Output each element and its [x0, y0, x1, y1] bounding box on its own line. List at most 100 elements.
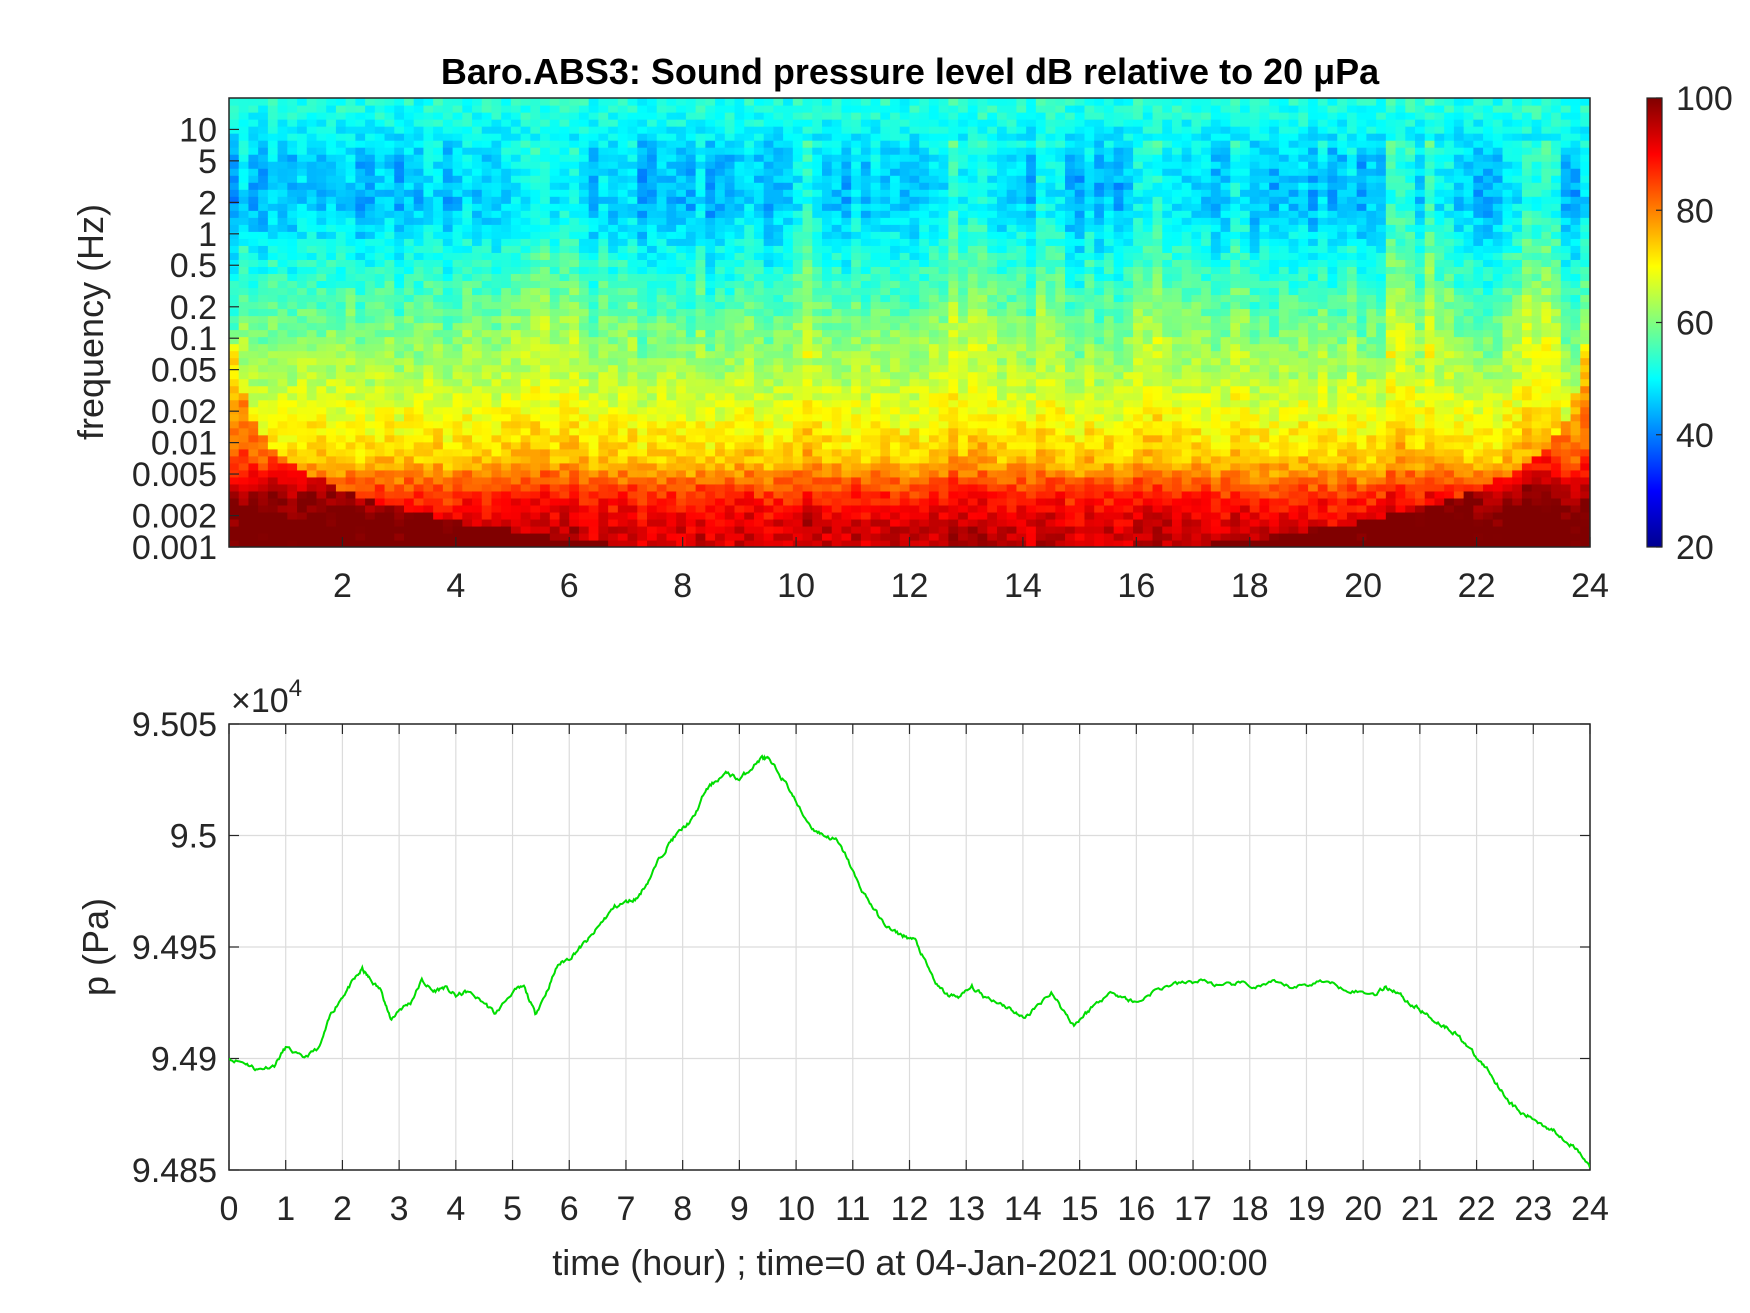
spectrogram-cell: [890, 168, 901, 176]
spectrogram-cell: [753, 532, 765, 541]
spectrogram-cell: [890, 308, 901, 317]
spectrogram-cell: [472, 539, 483, 547]
spectrogram-cell: [442, 434, 454, 443]
spectrogram-cell: [890, 343, 901, 352]
spectrogram-cell: [977, 203, 988, 211]
spectrogram-cell: [540, 532, 551, 541]
spectrogram-cell: [967, 105, 979, 113]
spectrogram-cell: [812, 350, 823, 359]
spectrogram-cell: [355, 336, 366, 345]
spectrogram-cell: [578, 469, 590, 478]
spectrogram-cell: [384, 350, 395, 359]
spectrogram-cell: [938, 154, 949, 162]
spectrogram-cell: [530, 231, 541, 239]
spectrogram-cell: [958, 462, 969, 471]
spectrogram-cell: [676, 504, 687, 513]
spectrogram-cell: [394, 364, 405, 373]
spectrogram-cell: [569, 280, 580, 289]
spectrogram-cell: [598, 322, 609, 331]
spectrogram-cell: [472, 175, 483, 183]
spectrogram-cell: [608, 343, 619, 352]
spectrogram-cell: [831, 448, 843, 457]
spectrogram-cell: [569, 224, 580, 232]
spectrogram-cell: [345, 266, 356, 274]
spectrogram-cell: [938, 336, 949, 345]
spectrogram-cell: [977, 245, 988, 253]
spectrogram-cell: [423, 357, 434, 366]
spectrogram-cell: [831, 196, 843, 204]
spectrogram-cell: [258, 469, 269, 478]
spectrogram-cell: [335, 98, 347, 106]
spectrogram-cell: [277, 413, 288, 422]
spectrogram-cell: [919, 490, 930, 499]
spectrogram-cell: [355, 210, 366, 218]
spectrogram-cell: [238, 224, 250, 232]
spectrogram-cell: [685, 539, 697, 547]
spectrogram-cell: [617, 112, 629, 120]
spectrogram-cell: [890, 469, 901, 478]
spectrogram-cell: [695, 532, 706, 541]
spectrogram-cell: [802, 532, 813, 541]
spectrogram-cell: [491, 112, 502, 120]
spectrogram-cell: [647, 399, 658, 408]
spectrogram-cell: [413, 238, 425, 246]
spectrogram-cell: [705, 238, 716, 246]
spectrogram-cell: [462, 532, 473, 541]
spectrogram-cell: [403, 182, 415, 190]
spectrogram-cell: [685, 273, 697, 282]
spectrogram-cell: [802, 469, 813, 478]
spectrogram-cell: [870, 203, 881, 211]
spectrogram-cell: [345, 385, 356, 394]
spectrogram-cell: [802, 322, 813, 331]
spectrogram-cell: [695, 245, 706, 253]
spectrogram-cell: [442, 462, 454, 471]
spectrogram-cell: [958, 245, 969, 253]
spectrogram-cell: [374, 420, 386, 429]
spectrogram-cell: [899, 182, 911, 190]
spectrogram-cell: [598, 490, 609, 499]
spectrogram-cell: [617, 497, 629, 506]
spectrogram-cell: [890, 189, 901, 197]
spectrogram-cell: [724, 441, 736, 450]
spectrogram-cell: [715, 231, 726, 239]
spectrogram-cell: [637, 427, 648, 436]
spectrogram-cell: [287, 525, 298, 534]
spectrogram-cell: [928, 189, 940, 197]
spectrogram-cell: [588, 336, 600, 345]
spectrogram-cell: [909, 455, 920, 464]
spectrogram-cell: [267, 238, 279, 246]
spectrogram-cell: [627, 364, 638, 373]
spectrogram-cell: [452, 147, 463, 155]
spectrogram-cell: [724, 385, 736, 394]
spectrogram-cell: [647, 434, 658, 443]
spectrogram-cell: [452, 168, 463, 176]
spectrogram-cell: [948, 294, 959, 303]
spectrogram-cell: [977, 420, 988, 429]
spectrogram-cell: [831, 231, 843, 239]
spectrogram-cell: [705, 140, 716, 148]
spectrogram-cell: [919, 210, 930, 218]
spectrogram-cell: [326, 182, 337, 190]
spectrogram-cell: [472, 399, 483, 408]
spectrogram-cell: [413, 441, 425, 450]
spectrogram-cell: [724, 280, 736, 289]
spectrogram-cell: [715, 469, 726, 478]
spectrogram-cell: [598, 462, 609, 471]
spectrogram-cell: [734, 238, 745, 246]
spectrogram-cell: [229, 490, 240, 499]
spectrogram-cell: [462, 231, 473, 239]
spectrogram-cell: [987, 532, 998, 541]
spectrogram-cell: [549, 490, 561, 499]
spectrogram-cell: [841, 511, 852, 520]
spectrogram-cell: [928, 364, 940, 373]
spectrogram-cell: [880, 357, 891, 366]
spectrogram-cell: [501, 231, 512, 239]
spectrogram-cell: [744, 112, 755, 120]
spectrogram-cell: [530, 161, 541, 169]
spectrogram-cell: [277, 182, 288, 190]
spectrogram-cell: [462, 525, 473, 534]
spectrogram-cell: [345, 273, 356, 282]
spectrogram-cell: [812, 504, 823, 513]
spectrogram-cell: [802, 413, 813, 422]
spectrogram-cell: [442, 448, 454, 457]
